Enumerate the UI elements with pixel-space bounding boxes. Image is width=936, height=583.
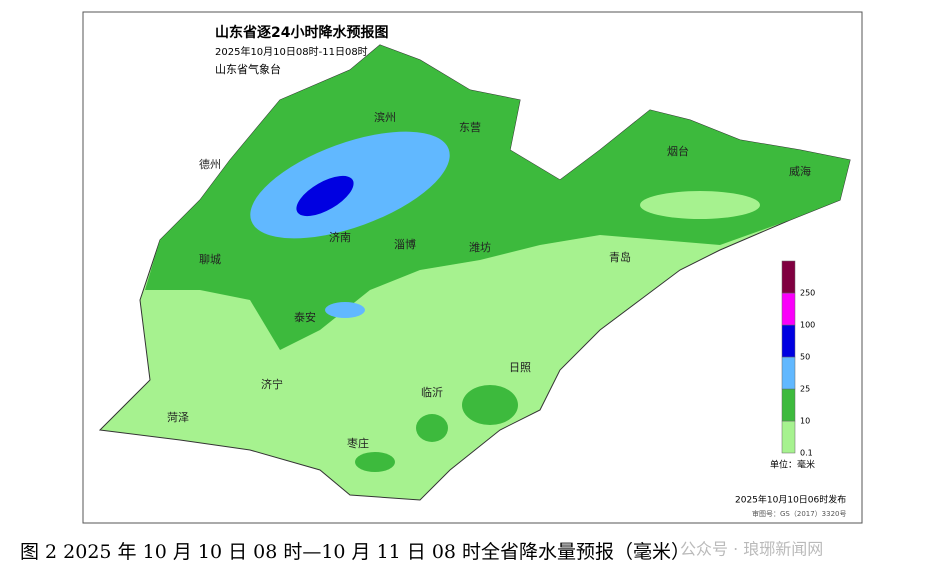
rain-zone-50 — [296, 175, 354, 217]
legend-swatch — [781, 388, 796, 422]
city-label: 潍坊 — [469, 240, 491, 254]
map-issuer: 山东省气象台 — [215, 62, 281, 76]
city-label: 德州 — [199, 157, 221, 171]
city-label: 东营 — [459, 120, 481, 134]
legend-unit: 单位：毫米 — [770, 459, 815, 471]
legend-swatch — [781, 356, 796, 390]
legend-label: 10 — [800, 417, 810, 426]
city-label: 济宁 — [261, 377, 283, 391]
city-label: 威海 — [789, 164, 811, 178]
rain-spot — [416, 414, 448, 442]
city-label: 济南 — [329, 230, 351, 244]
map-subtitle: 2025年10月10日08时-11日08时 — [215, 45, 368, 58]
city-label: 淄博 — [394, 238, 416, 251]
rain-zone-10 — [145, 45, 850, 350]
legend-label: 25 — [800, 385, 810, 394]
legend-swatch — [781, 420, 796, 454]
city-label: 泰安 — [294, 310, 316, 324]
legend-swatch — [781, 292, 796, 326]
city-label: 青岛 — [609, 250, 631, 264]
legend-label: 250 — [800, 289, 815, 298]
rain-spot — [462, 385, 518, 425]
caption: 图 2 2025 年 10 月 10 日 08 时—10 月 11 日 08 时… — [20, 541, 690, 563]
city-label: 聊城 — [199, 252, 221, 266]
light-patch — [640, 191, 760, 219]
legend-swatch — [781, 324, 796, 358]
city-label: 日照 — [509, 361, 531, 374]
city-label: 菏泽 — [167, 411, 189, 424]
watermark: 公众号 · 琅琊新闻网 — [680, 540, 823, 559]
city-label: 烟台 — [667, 144, 689, 158]
map-title: 山东省逐24小时降水预报图 — [215, 24, 388, 41]
legend-label: 50 — [800, 353, 810, 362]
city-label: 枣庄 — [347, 436, 369, 450]
legend-swatch — [781, 260, 796, 294]
rain-spot — [355, 452, 395, 472]
legend: 0.1 10 25 50 100 250 — [781, 260, 815, 458]
city-label: 临沂 — [421, 385, 443, 399]
legend-label: 0.1 — [800, 449, 813, 458]
legend-label: 100 — [800, 321, 815, 330]
rain-spot — [325, 302, 365, 318]
issued-time: 2025年10月10日06时发布 — [735, 494, 846, 506]
approval-number: 审图号：GS（2017）3320号 — [752, 509, 847, 518]
city-label: 滨州 — [374, 110, 396, 124]
